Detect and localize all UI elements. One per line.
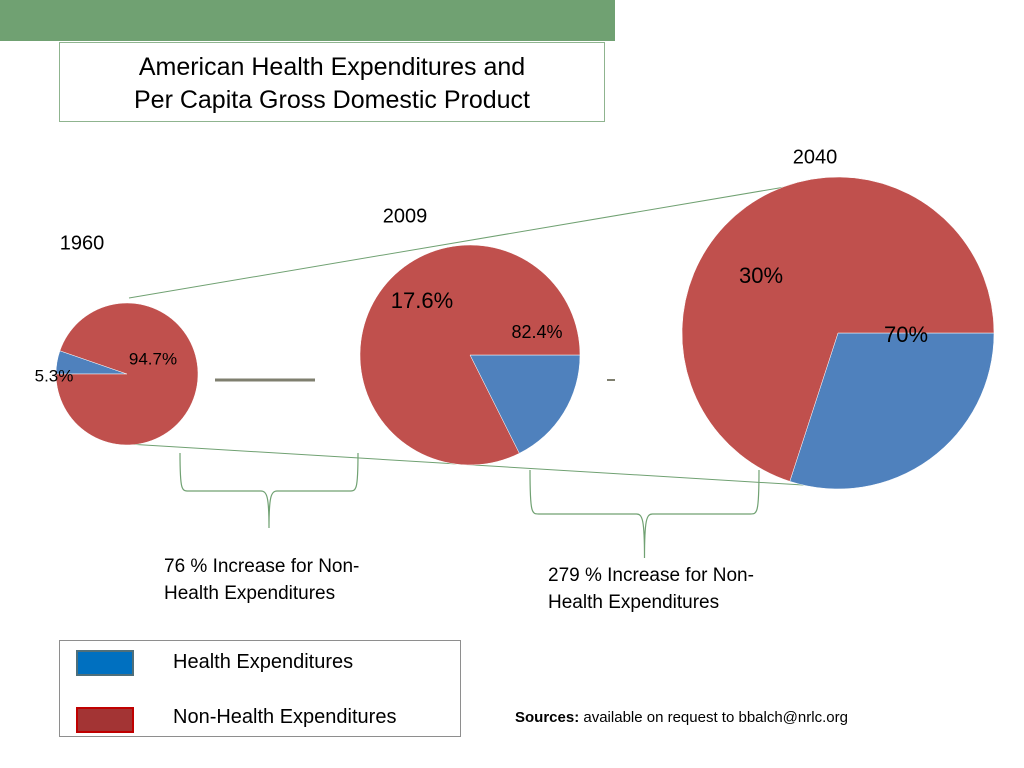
caption-increase-2: 279 % Increase for Non- Health Expenditu…: [548, 562, 754, 616]
title-line-2: Per Capita Gross Domestic Product: [134, 86, 530, 114]
header-bar: [0, 0, 615, 41]
caption-2-line-1: 279 % Increase for Non-: [548, 565, 754, 586]
caption-1-line-1: 76 % Increase for Non-: [164, 556, 360, 577]
legend-swatch-non-health: [76, 707, 134, 733]
sources-note: Sources: available on request to bbalch@…: [515, 709, 848, 726]
legend-label-non-health: Non-Health Expenditures: [173, 706, 397, 728]
sources-label: Sources:: [515, 709, 580, 726]
pie-label-2040-non-health: 70%: [884, 322, 928, 347]
pie-slice-2040-health: [789, 332, 995, 490]
pie-slice-1960-non-health: [55, 302, 199, 446]
caption-2-line-2: Health Expenditures: [548, 592, 720, 613]
connector-line-bottom: [127, 443, 837, 488]
bracket-2: [529, 469, 760, 559]
pie-title-1960: 1960: [60, 232, 105, 254]
pie-label-1960-health: 5.3%: [35, 366, 74, 385]
caption-increase-1: 76 % Increase for Non- Health Expenditur…: [164, 553, 359, 607]
caption-1-line-2: Health Expenditures: [164, 583, 336, 604]
sources-text: available on request to bbalch@nrlc.org: [579, 709, 848, 726]
bracket-1: [179, 452, 359, 529]
pie-label-1960-non-health: 94.7%: [129, 349, 177, 368]
pie-label-2040-health: 30%: [739, 263, 783, 288]
pie-title-2009: 2009: [383, 205, 428, 227]
title-line-1: American Health Expenditures and: [138, 53, 526, 81]
pie-title-2040: 2040: [793, 146, 838, 168]
legend-label-health: Health Expenditures: [173, 651, 354, 673]
connector-line-top: [128, 177, 839, 299]
pie-slice-2009-non-health: [359, 244, 581, 466]
title-box: American Health Expenditures and Per Cap…: [59, 42, 605, 122]
pie-slice-2040-non-health: [681, 176, 995, 482]
legend: Health Expenditures Non-Health Expenditu…: [59, 640, 461, 737]
legend-swatch-health: [76, 650, 134, 676]
pie-slice-2009-health: [469, 354, 581, 454]
pie-label-2009-health: 17.6%: [391, 288, 453, 313]
pie-label-2009-non-health: 82.4%: [511, 322, 562, 342]
